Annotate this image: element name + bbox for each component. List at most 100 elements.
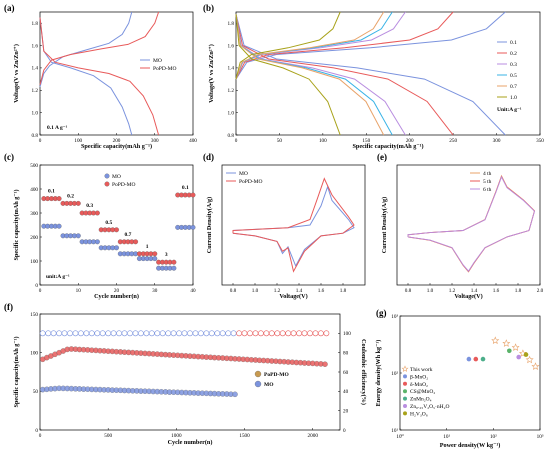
panel-g-point-0 (502, 339, 511, 347)
panel-c-rate-label: 3 (165, 252, 168, 258)
panel-f-capacity-point-MO (232, 391, 238, 398)
panel-label-c: (c) (4, 152, 14, 162)
panel-b-xtick-label: 0 (235, 138, 238, 144)
panel-c-ytick-label: 400 (30, 187, 38, 193)
panel-f-efficiency-point (78, 330, 84, 337)
panel-c-xtick-label: 40 (190, 288, 196, 294)
panel-g-point-6 (523, 352, 529, 357)
panel-f-ytick-label: 150 (30, 312, 38, 318)
panel-d-frame (221, 164, 366, 286)
panel-b-xlabel: Specific capacity(mAh g⁻¹) (352, 143, 423, 150)
panel-f-legend-label-1: MO (264, 382, 274, 388)
panel-e-legend-2-label: 6 th (483, 187, 492, 193)
panel-d-xtick-label: 1.0 (252, 288, 259, 294)
panel-f-legend-label-0: PoPD-MO (264, 372, 289, 378)
panel-d-xlabel: Voltage(V) (279, 293, 307, 300)
panel-b-xtick-label: 50 (277, 138, 283, 144)
panel-b-legend-5-label: 1.0 (510, 95, 517, 101)
panel-f-efficiency-point (67, 330, 73, 337)
panel-c-ytick-label: 200 (30, 235, 38, 241)
panel-g-ytick-label: 10² (391, 371, 398, 377)
panel-e-xtick-label: 1.2 (449, 288, 456, 294)
panel-g-legend-label-6: H₂V₃O₈ (410, 411, 428, 417)
panel-d-xtick-label: 1.8 (340, 288, 347, 294)
panel-f-y2tick-label: 100 (343, 331, 351, 337)
panel-g-legend-label-3: CS@MnO₂ (410, 389, 435, 395)
panel-a-xtick-label: 100 (74, 138, 82, 144)
panel-c-point-MO (94, 239, 100, 245)
panel-a-ytick-label: 1.4 (32, 66, 39, 72)
panel-e-legend-1-label: 5 th (483, 179, 492, 185)
panel-g-legend-marker-1 (403, 374, 407, 379)
panel-b-ylabel: Voltage(V vs Zn/Zn²⁺) (208, 44, 215, 103)
panel-label-d: (d) (203, 152, 214, 162)
panel-b-ytick-label: 1.2 (228, 88, 235, 94)
panel-b-ytick-label: 1.4 (228, 66, 235, 72)
panel-c-xtick-label: 10 (76, 288, 82, 294)
panel-label-g: (g) (376, 308, 387, 318)
panel-a-ytick-label: 1.2 (32, 88, 39, 94)
panel-g-point-1 (466, 356, 472, 362)
panel-c-legend-label-1: PoPD-MO (112, 182, 136, 188)
panel-a-ytick-label: 0.8 (32, 133, 39, 139)
panel-f-y2tick-label: 40 (343, 389, 349, 395)
panel-g-legend-label-1: β-MnO₂ (410, 374, 428, 380)
panel-d-xtick-label: 0.8 (230, 288, 237, 294)
panel-f-y2tick-label: 80 (343, 350, 349, 356)
panel-g-point-4 (480, 356, 486, 362)
panel-f-y2tick-label: 20 (343, 408, 349, 414)
panel-a-legend-0-label: MO (153, 58, 162, 64)
panel-f-efficiency-point (208, 330, 215, 337)
panel-g-legend-marker-3 (403, 389, 407, 394)
panel-b-xtick-label: 150 (362, 138, 370, 144)
panel-c-rate-label: 0.1 (48, 189, 55, 195)
panel-c-point-PoPD-MO (190, 192, 196, 198)
panel-f-xtick-label: 1500 (239, 433, 250, 439)
panel-f-xtick-label: 0 (39, 433, 42, 439)
panel-g-legend-label-5: Zn₀.₂₅V₂O₅·nH₂O (410, 404, 449, 410)
panel-f-capacity-point-PoPD-MO (322, 361, 328, 367)
panel-f-ytick-label: 0 (35, 428, 38, 434)
panel-g-legend-marker-5 (403, 404, 407, 408)
panel-f-y2tick-label: 60 (343, 370, 349, 376)
panel-b-charge-line-0.1 (235, 11, 506, 80)
panel-g-xtick-label: 10³ (537, 434, 544, 440)
panel-e-xtick-label: 0.8 (405, 288, 412, 294)
panel-e-ylabel: Current Density(A/g) (381, 197, 388, 253)
panel-f-efficiency-point (219, 330, 226, 337)
panel-f-ytick-label: 100 (30, 350, 38, 356)
panel-b-legend-3-label: 0.5 (510, 73, 517, 79)
panel-g-point-0 (511, 343, 520, 351)
panel-b-legend-title: Unit:A g⁻¹ (497, 107, 522, 113)
panel-b-legend-4-label: 0.7 (510, 84, 517, 90)
panel-g-legend-label-2: δ-MnO₂ (410, 382, 428, 388)
panel-e-xtick-label: 1.8 (515, 288, 522, 294)
panel-c-point-MO (152, 256, 158, 262)
panel-c-point-MO (114, 245, 119, 251)
panel-f-efficiency-point (99, 330, 106, 337)
panel-g-point-5 (516, 354, 521, 360)
panel-a-xtick-label: 300 (151, 138, 159, 144)
panel-a-xtick-label: 200 (113, 138, 121, 144)
panel-g-point-0 (519, 349, 527, 357)
panel-f-efficiency-point (323, 330, 330, 337)
panel-a-ytick-label: 1.0 (32, 110, 39, 116)
panel-b-legend-1-label: 0.2 (510, 51, 517, 57)
panel-a-annotation: 0.1 A g⁻¹ (47, 125, 68, 131)
panel-g-point-0 (491, 336, 500, 345)
panel-b-charge-line-1.0 (235, 11, 341, 80)
panel-a-discharge-line-PoPD-MO (39, 17, 160, 136)
panel-a-discharge-line-MO (39, 17, 133, 136)
panel-b-discharge-line-1.0 (235, 14, 341, 136)
panel-a-ytick-label: 1.8 (32, 21, 39, 27)
panel-a-xtick-label: 0 (39, 138, 42, 144)
panel-a-charge-line-MO (39, 11, 133, 88)
panel-e-legend-0-label: 4 th (483, 171, 492, 177)
panel-d-ylabel: Current Density(A/g) (206, 197, 213, 253)
panel-c-point-PoPD-MO (114, 227, 119, 233)
panel-label-a: (a) (4, 3, 15, 13)
panel-c-ytick-label: 0 (35, 283, 38, 289)
panel-c-rate-label: 0.5 (105, 220, 112, 226)
panel-f-efficiency-point (187, 330, 193, 337)
panel-g-xlabel: Power density(W kg⁻¹) (440, 442, 501, 449)
